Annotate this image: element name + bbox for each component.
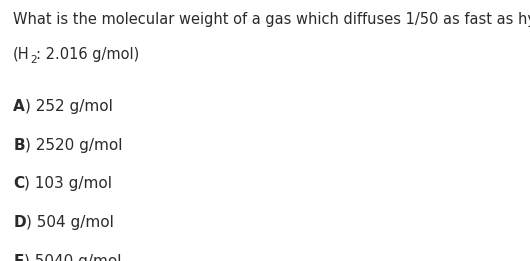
Text: E: E bbox=[13, 254, 24, 261]
Text: C: C bbox=[13, 176, 24, 191]
Text: ) 5040 g/mol: ) 5040 g/mol bbox=[24, 254, 121, 261]
Text: 2: 2 bbox=[30, 55, 37, 65]
Text: ) 2520 g/mol: ) 2520 g/mol bbox=[25, 138, 122, 153]
Text: D: D bbox=[13, 215, 26, 230]
Text: A: A bbox=[13, 99, 25, 114]
Text: What is the molecular weight of a gas which diffuses 1/50 as fast as hydrogen?: What is the molecular weight of a gas wh… bbox=[13, 12, 530, 27]
Text: ) 252 g/mol: ) 252 g/mol bbox=[25, 99, 113, 114]
Text: ) 504 g/mol: ) 504 g/mol bbox=[26, 215, 114, 230]
Text: B: B bbox=[13, 138, 25, 153]
Text: : 2.016 g/mol): : 2.016 g/mol) bbox=[37, 47, 140, 62]
Text: ) 103 g/mol: ) 103 g/mol bbox=[24, 176, 112, 191]
Text: (H: (H bbox=[13, 47, 30, 62]
